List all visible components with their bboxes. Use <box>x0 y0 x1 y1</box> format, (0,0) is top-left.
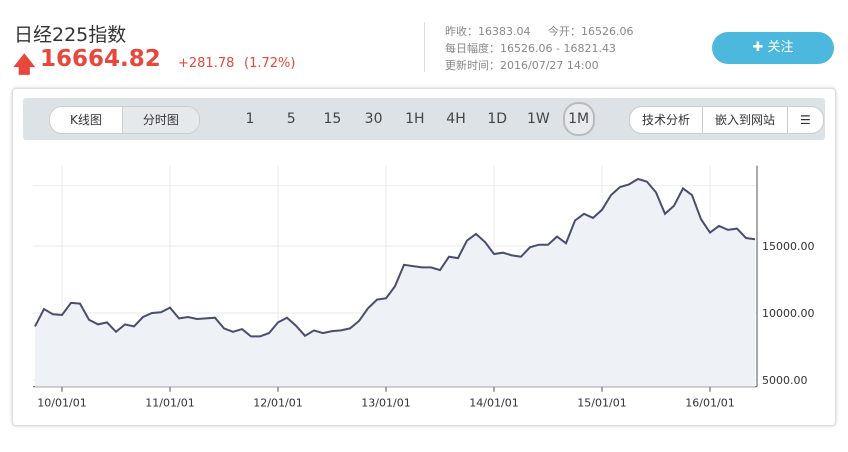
updated: 更新时间：2016/07/27 14:00 <box>445 59 599 72</box>
up-arrow: 🡅 <box>13 53 36 78</box>
period[interactable]: 1M <box>562 102 595 136</box>
title: 日经225指数 <box>14 24 127 46</box>
change: +281.78 <box>178 56 235 71</box>
period[interactable]: 1W <box>527 111 550 127</box>
period[interactable]: 5 <box>286 111 296 127</box>
open: 今开：16526.06 <box>548 25 634 38</box>
tool[interactable]: 嵌入到网站 <box>702 107 787 133</box>
period[interactable]: 1H <box>405 111 425 127</box>
chart-type[interactable]: 分时图 <box>121 107 199 133</box>
prev-close: 昨收：16383.04 <box>445 25 531 38</box>
range: 每日幅度：16526.06 - 16821.43 <box>445 42 616 55</box>
period[interactable]: 4H <box>446 111 466 127</box>
period[interactable]: 1 <box>245 111 255 127</box>
follow-label: 关注 <box>767 40 794 55</box>
toolbar: K线图 分时图 1 5 15 30 1H 4H 1D 1W 1M 技术分析 嵌入到网站 ☰ <box>23 98 825 140</box>
chart-type[interactable]: K线图 <box>70 113 102 127</box>
tool[interactable]: 技术分析 <box>642 113 691 127</box>
period[interactable]: 1D <box>487 111 508 127</box>
price: 16664.82 <box>40 46 161 72</box>
follow-button[interactable]: ✚ 关注 <box>712 32 834 64</box>
period[interactable]: 30 <box>364 111 383 127</box>
tools: 技术分析 嵌入到网站 ☰ <box>629 106 824 134</box>
change-pct: (1.72%) <box>244 56 296 71</box>
period[interactable]: 15 <box>323 111 342 127</box>
chart-panel <box>12 88 836 426</box>
menu-icon[interactable]: ☰ <box>787 107 823 133</box>
chart-type-switch: K线图 分时图 <box>49 106 200 134</box>
separator <box>424 22 425 72</box>
